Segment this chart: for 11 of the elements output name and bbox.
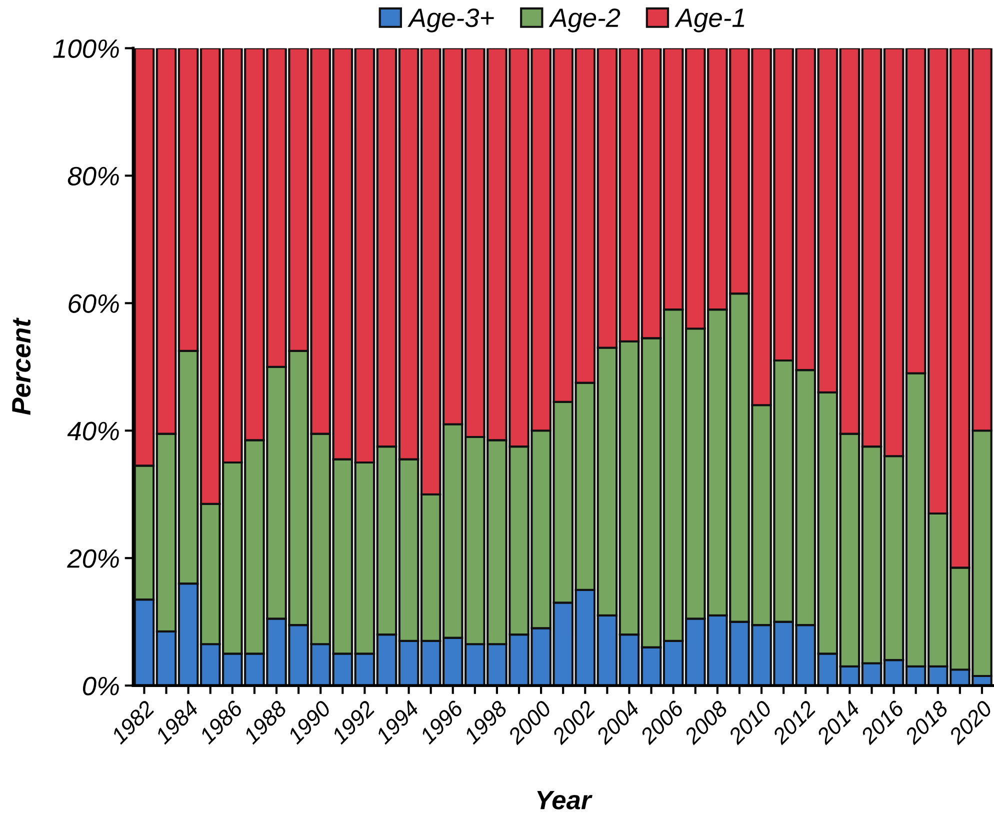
legend-label: Age-1 [674,8,744,32]
legend-label: Age-2 [548,8,620,32]
x-axis-title: Year [537,791,592,810]
legend-label: Age-3+ [408,8,494,32]
y-tick-label: 100% [53,39,119,58]
y-tick-label: 60% [68,294,119,313]
y-tick-label: 20% [67,549,119,568]
y-tick-label: 40% [67,422,119,440]
y-tick-label: 80% [68,166,119,186]
y-axis-title: Percent [12,318,31,415]
y-tick-label: 0% [83,676,119,696]
